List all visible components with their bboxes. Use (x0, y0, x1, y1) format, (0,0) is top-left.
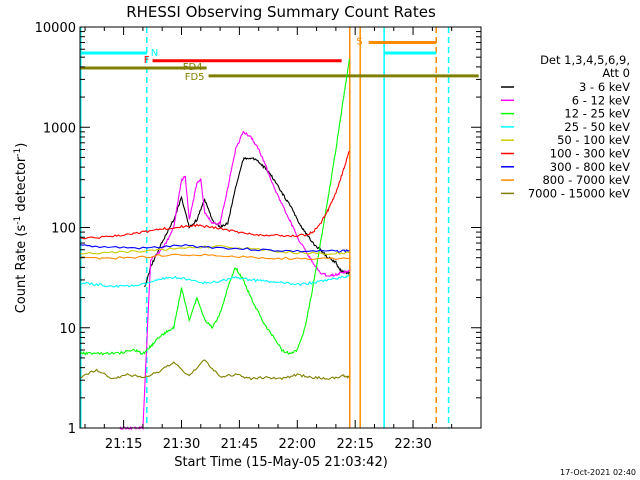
legend-label-12-25-kev: 12 - 25 keV (564, 107, 630, 121)
state-bar-label-s: S (356, 37, 362, 48)
legend-header-2: Att 0 (602, 66, 630, 80)
legend-label-300-800-kev: 300 - 800 keV (550, 160, 630, 174)
y-axis-label-sup1: -1 (13, 216, 23, 225)
y-axis-label-sup2: -1 (13, 148, 23, 157)
legend-label-25-50-kev: 25 - 50 keV (564, 120, 630, 134)
x-tick-label-3: 22:00 (279, 437, 316, 452)
ticks-layer: 21:15 21:30 21:45 22:00 22:15 22:30 1 10 100 1000… (35, 21, 481, 452)
series-line-7000-15000-kev (79, 359, 350, 381)
x-axis-label: Start Time (15-May-05 21:03:42) (174, 455, 388, 470)
series-layer (79, 58, 350, 431)
x-tick-label-1: 21:30 (163, 437, 200, 452)
y-axis-label-end: ) (14, 143, 29, 148)
series-line-12-25-kev (79, 58, 350, 356)
legend-label-3-6-kev: 3 - 6 keV (579, 80, 630, 94)
y-tick-label-4: 10000 (35, 21, 76, 36)
y-tick-label-3: 1000 (43, 121, 76, 136)
legend-label-7000-15000-kev: 7000 - 15000 keV (528, 186, 630, 200)
series-line-100-300-kev (79, 150, 350, 240)
y-axis-label-mid: detector (14, 156, 29, 216)
x-tick-label-2: 21:45 (221, 437, 258, 452)
legend-label-800-7000-kev: 800 - 7000 keV (542, 173, 630, 187)
series-line-25-50-kev (79, 274, 350, 288)
series-line-300-800-kev (79, 243, 350, 253)
y-tick-label-0: 1 (68, 422, 76, 437)
y-tick-label-2: 100 (51, 222, 76, 237)
x-tick-label-0: 21:15 (105, 437, 142, 452)
legend-label-50-100-kev: 50 - 100 keV (557, 133, 630, 147)
legend-label-100-300-kev: 100 - 300 keV (550, 147, 630, 161)
series-line-3-6-kev (144, 157, 350, 288)
x-tick-label-4: 22:15 (336, 437, 373, 452)
legend-label-6-12-kev: 6 - 12 keV (572, 93, 630, 107)
y-axis-label-main: Count Rate (s (14, 225, 29, 314)
y-axis-label: Count Rate (s-1 detector-1) (13, 143, 29, 314)
state-bar-label-fd4: FD4 (183, 62, 203, 73)
series-line-800-7000-kev (79, 253, 350, 261)
markers-layer (80, 27, 450, 428)
legend-header-1: Det 1,3,4,5,6,9, (540, 53, 630, 67)
x-tick-label-5: 22:30 (394, 437, 431, 452)
plot-frame (79, 26, 482, 429)
timestamp: 17-Oct-2021 02:40 (560, 468, 636, 477)
state-bar-label-n: N (151, 48, 158, 59)
state-bar-label-fd5: FD5 (185, 72, 205, 83)
state-bar-label-f: F (144, 55, 150, 66)
series-line-50-100-kev (79, 244, 350, 255)
chart-title: RHESSI Observing Summary Count Rates (126, 3, 436, 21)
y-tick-label-1: 10 (59, 322, 76, 337)
